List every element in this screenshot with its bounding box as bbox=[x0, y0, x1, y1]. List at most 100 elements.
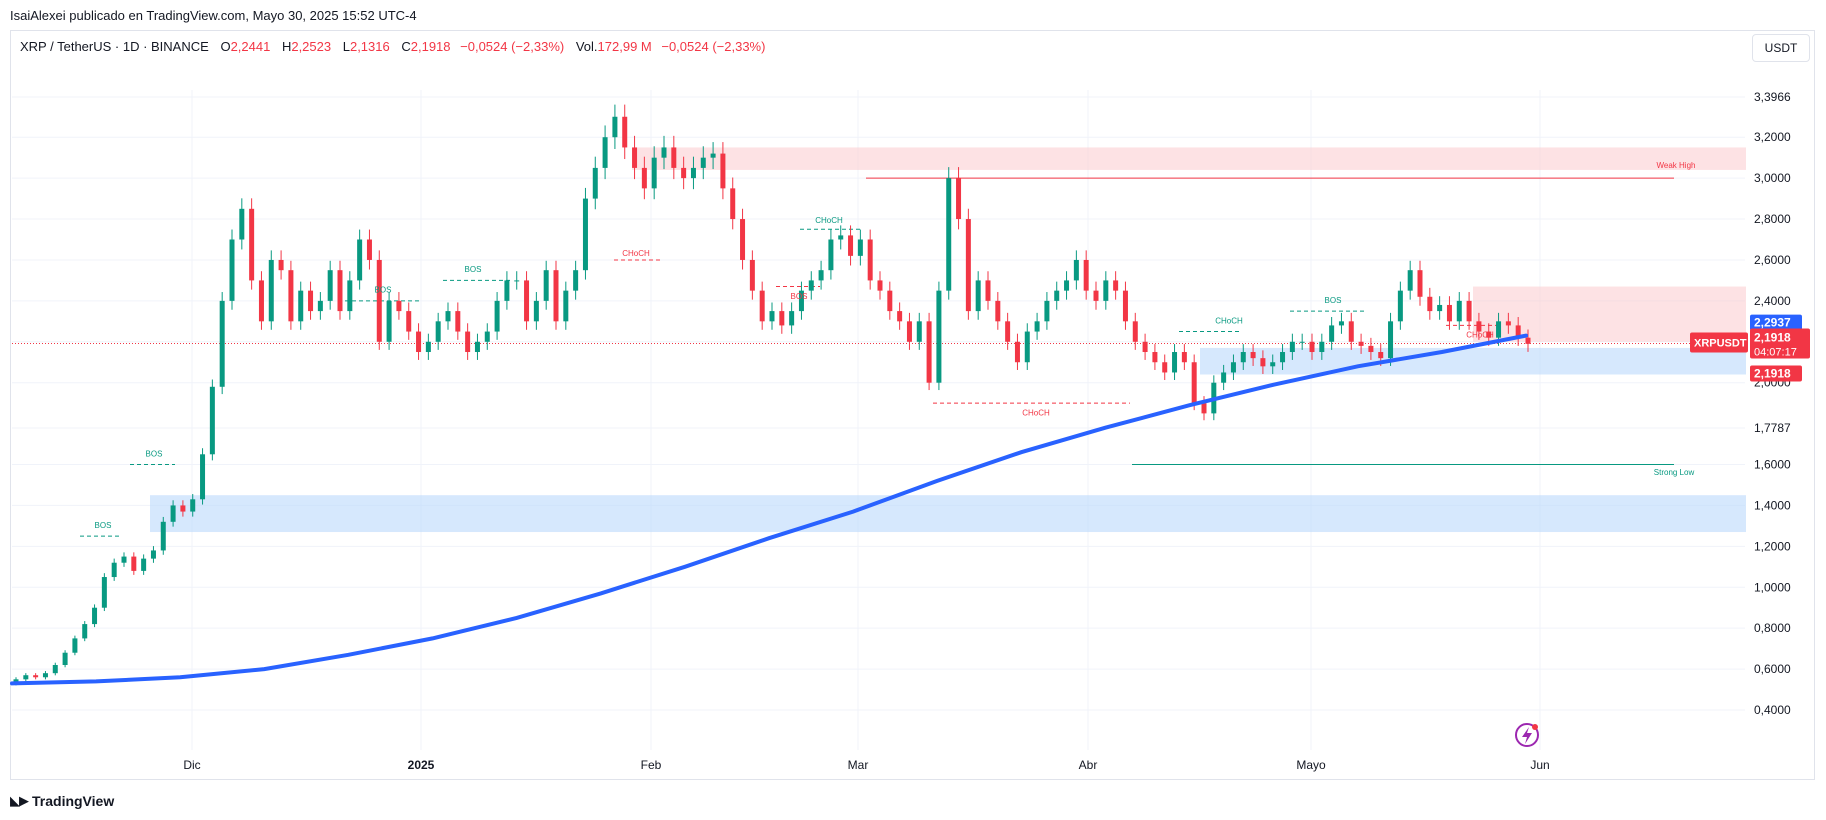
candle-body bbox=[278, 259, 284, 271]
candle-body bbox=[1309, 341, 1315, 353]
high-value: 2,2523 bbox=[291, 39, 332, 54]
candle-body bbox=[946, 178, 952, 291]
candle-body bbox=[730, 188, 736, 220]
candle-body bbox=[494, 300, 500, 332]
candle-body bbox=[867, 239, 873, 281]
time-tick-label: 2025 bbox=[408, 758, 435, 772]
candle-body bbox=[985, 280, 991, 301]
candle-body bbox=[887, 290, 893, 312]
candle-body bbox=[749, 259, 755, 291]
candle-body bbox=[298, 290, 304, 322]
flash-icon[interactable] bbox=[1515, 723, 1539, 747]
candle-body bbox=[828, 239, 834, 271]
candle-body bbox=[1113, 280, 1119, 291]
flash-icon-dot bbox=[1532, 724, 1538, 730]
price-tick-label: 1,7787 bbox=[1754, 421, 1791, 435]
candle-body bbox=[877, 280, 883, 291]
candle-body bbox=[425, 341, 431, 353]
candle-body bbox=[651, 157, 657, 189]
volume-value: 172,99 M bbox=[597, 39, 652, 54]
candle-body bbox=[926, 321, 932, 383]
candle-body bbox=[1378, 352, 1384, 359]
candle-body bbox=[553, 270, 559, 322]
tradingview-logo-icon: ◣▶ bbox=[10, 793, 29, 808]
time-axis: Dic 2025 Feb Mar Abr Mayo Jun bbox=[183, 758, 1549, 772]
candle-body bbox=[710, 153, 716, 158]
open-label: O bbox=[220, 39, 231, 54]
candle-body bbox=[366, 239, 372, 260]
candle-body bbox=[582, 198, 588, 271]
price-tick-label: 0,4000 bbox=[1754, 703, 1791, 717]
candle-body bbox=[769, 311, 775, 322]
candle-body bbox=[1172, 352, 1178, 373]
candle-body bbox=[641, 167, 647, 189]
candle-body bbox=[465, 331, 471, 353]
candles bbox=[13, 104, 1531, 686]
candle-body bbox=[524, 280, 530, 322]
candle-body bbox=[1132, 321, 1138, 342]
candle-body bbox=[1417, 270, 1423, 297]
candle-body bbox=[975, 280, 981, 312]
last-price-box bbox=[1750, 328, 1810, 359]
supply-zone bbox=[632, 147, 1746, 170]
candle-body bbox=[661, 147, 667, 158]
symbol-tag: XRPUSDT bbox=[1694, 337, 1747, 349]
annotation-label: BOS bbox=[1325, 296, 1342, 305]
candle-body bbox=[1476, 321, 1482, 332]
candle-body bbox=[1446, 304, 1452, 322]
candle-body bbox=[671, 147, 677, 168]
candle-body bbox=[1250, 352, 1256, 359]
candle-body bbox=[1103, 280, 1109, 301]
candle-body bbox=[82, 624, 88, 639]
candle-body bbox=[474, 341, 480, 353]
candle-body bbox=[268, 259, 274, 322]
tradingview-brand[interactable]: ◣▶ TradingView bbox=[10, 793, 114, 809]
candle-body bbox=[396, 300, 402, 312]
high-marker-label: 2,2937 bbox=[1754, 316, 1791, 330]
currency-button[interactable]: USDT bbox=[1752, 34, 1810, 62]
close-marker-label: 2,1918 bbox=[1754, 366, 1791, 380]
candle-body bbox=[1486, 331, 1492, 338]
price-tick-label: 0,6000 bbox=[1754, 662, 1791, 676]
candle-body bbox=[1437, 304, 1443, 312]
candle-body bbox=[789, 311, 795, 326]
time-tick-label: Feb bbox=[641, 758, 662, 772]
moving-average bbox=[10, 333, 1528, 686]
candle-body bbox=[563, 290, 569, 322]
candle-body bbox=[1230, 362, 1236, 373]
time-tick-label: Jun bbox=[1530, 758, 1549, 772]
candle-body bbox=[229, 239, 235, 301]
candle-body bbox=[416, 331, 422, 353]
candle-body bbox=[818, 270, 824, 281]
candle-body bbox=[72, 638, 78, 653]
candle-body bbox=[1073, 259, 1079, 281]
candle-body bbox=[435, 321, 441, 342]
candle-body bbox=[759, 290, 765, 322]
price-tick-label: 1,0000 bbox=[1754, 580, 1791, 594]
candle-body bbox=[1280, 352, 1286, 363]
candle-body bbox=[1329, 325, 1335, 342]
price-tick-label: 2,6000 bbox=[1754, 253, 1791, 267]
candle-body bbox=[740, 219, 746, 260]
candle-body bbox=[484, 331, 490, 342]
symbol-title[interactable]: XRP / TetherUS · 1D · BINANCE bbox=[20, 39, 209, 54]
candle-body bbox=[906, 321, 912, 342]
candle-body bbox=[1338, 321, 1344, 326]
candle-body bbox=[1191, 362, 1197, 404]
candle-body bbox=[288, 270, 294, 322]
candle-body bbox=[1299, 341, 1305, 343]
high-marker-label-bg bbox=[1750, 314, 1802, 331]
candle-body bbox=[121, 556, 127, 563]
candle-body bbox=[131, 556, 137, 571]
candle-body bbox=[916, 321, 922, 342]
candle-body bbox=[543, 270, 549, 301]
candle-body bbox=[347, 280, 353, 312]
candle-body bbox=[936, 290, 942, 383]
time-tick-label: Mayo bbox=[1296, 758, 1326, 772]
price-axis: 0,4000 0,6000 0,8000 1,0000 1,2000 1,4000 1,60… bbox=[1754, 90, 1791, 717]
candle-body bbox=[92, 607, 98, 625]
annotation-label: CHoCH bbox=[1022, 408, 1050, 417]
candle-body bbox=[317, 300, 323, 312]
candle-body bbox=[838, 235, 844, 240]
